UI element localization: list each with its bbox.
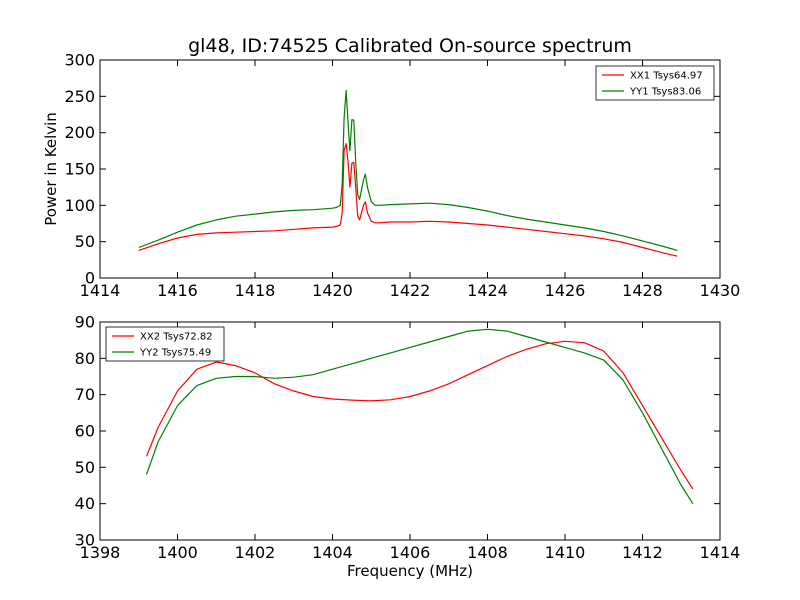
bottom-spectrum-chart: Frequency (MHz) 1398 1400 1402 1404 1406 1408… bbox=[75, 313, 741, 581]
top-spectrum-chart: gl48, ID:74525 Calibrated On-source spec… bbox=[42, 35, 740, 300]
bottom-legend-box bbox=[105, 326, 225, 362]
top-series-line-2 bbox=[138, 89, 678, 251]
top-x-tick-label: 1416 bbox=[157, 281, 198, 300]
top-y-tick-label: 250 bbox=[64, 87, 95, 106]
bottom-x-tick-label: 1400 bbox=[157, 543, 198, 562]
bottom-legend: XX2 Tsys72.82 YY2 Tsys75.49 bbox=[105, 326, 225, 362]
top-x-tick-label: 1426 bbox=[545, 281, 586, 300]
top-x-tick-label: 1422 bbox=[390, 281, 431, 300]
bottom-y-tick-label: 90 bbox=[75, 313, 95, 332]
top-y-tick-label: 200 bbox=[64, 123, 95, 142]
top-legend-label-yy1: YY1 Tsys83.06 bbox=[629, 87, 701, 98]
top-y-tick-label: 150 bbox=[64, 160, 95, 179]
top-x-tick-label: 1420 bbox=[312, 281, 353, 300]
top-legend: XX1 Tsys64.97 YY1 Tsys83.06 bbox=[595, 65, 715, 101]
bottom-y-tick-label: 30 bbox=[75, 531, 95, 550]
bottom-x-tick-label: 1414 bbox=[700, 543, 741, 562]
top-y-tick-label: 50 bbox=[75, 232, 95, 251]
bottom-y-tick-label: 60 bbox=[75, 422, 95, 441]
bottom-x-tick-label: 1410 bbox=[545, 543, 586, 562]
bottom-x-tick-label: 1404 bbox=[312, 543, 353, 562]
top-y-tick-label: 100 bbox=[64, 196, 95, 215]
bottom-series-line-2 bbox=[145, 328, 694, 505]
top-x-tick-label: 1418 bbox=[235, 281, 276, 300]
top-y-tick-label: 300 bbox=[64, 51, 95, 70]
bottom-x-tick-label: 1398 bbox=[80, 543, 121, 562]
top-legend-box bbox=[595, 65, 715, 101]
bottom-x-axis-label: Frequency (MHz) bbox=[347, 562, 473, 580]
bottom-y-tick-label: 40 bbox=[75, 494, 95, 513]
chart-title: gl48, ID:74525 Calibrated On-source spec… bbox=[188, 35, 632, 57]
top-series-line-1 bbox=[138, 143, 678, 257]
top-x-tick-label: 1430 bbox=[700, 281, 741, 300]
top-y-tick-label: 0 bbox=[85, 269, 95, 288]
bottom-series-layer bbox=[145, 328, 694, 505]
bottom-x-tick-label: 1412 bbox=[622, 543, 663, 562]
top-x-tick-label: 1414 bbox=[80, 281, 121, 300]
bottom-legend-label-yy2: YY2 Tsys75.49 bbox=[139, 348, 211, 359]
top-y-axis-label: Power in Kelvin bbox=[42, 112, 60, 226]
bottom-series-line-1 bbox=[145, 340, 694, 490]
bottom-y-tick-label: 50 bbox=[75, 458, 95, 477]
top-x-tick-label: 1428 bbox=[622, 281, 663, 300]
bottom-x-tick-label: 1408 bbox=[467, 543, 508, 562]
top-ticks-layer: 1414 1416 1418 1420 1422 1424 1426 1428 1430 0 50 1… bbox=[64, 51, 740, 301]
top-series-layer bbox=[138, 89, 678, 257]
bottom-y-tick-label: 70 bbox=[75, 385, 95, 404]
bottom-ticks-layer: 1398 1400 1402 1404 1406 1408 1410 1412 1414 30 40… bbox=[75, 313, 741, 563]
bottom-legend-label-xx2: XX2 Tsys72.82 bbox=[140, 332, 213, 343]
bottom-x-tick-label: 1406 bbox=[390, 543, 431, 562]
bottom-y-tick-label: 80 bbox=[75, 349, 95, 368]
top-x-tick-label: 1424 bbox=[467, 281, 508, 300]
bottom-x-tick-label: 1402 bbox=[235, 543, 276, 562]
top-legend-label-xx1: XX1 Tsys64.97 bbox=[630, 71, 703, 82]
